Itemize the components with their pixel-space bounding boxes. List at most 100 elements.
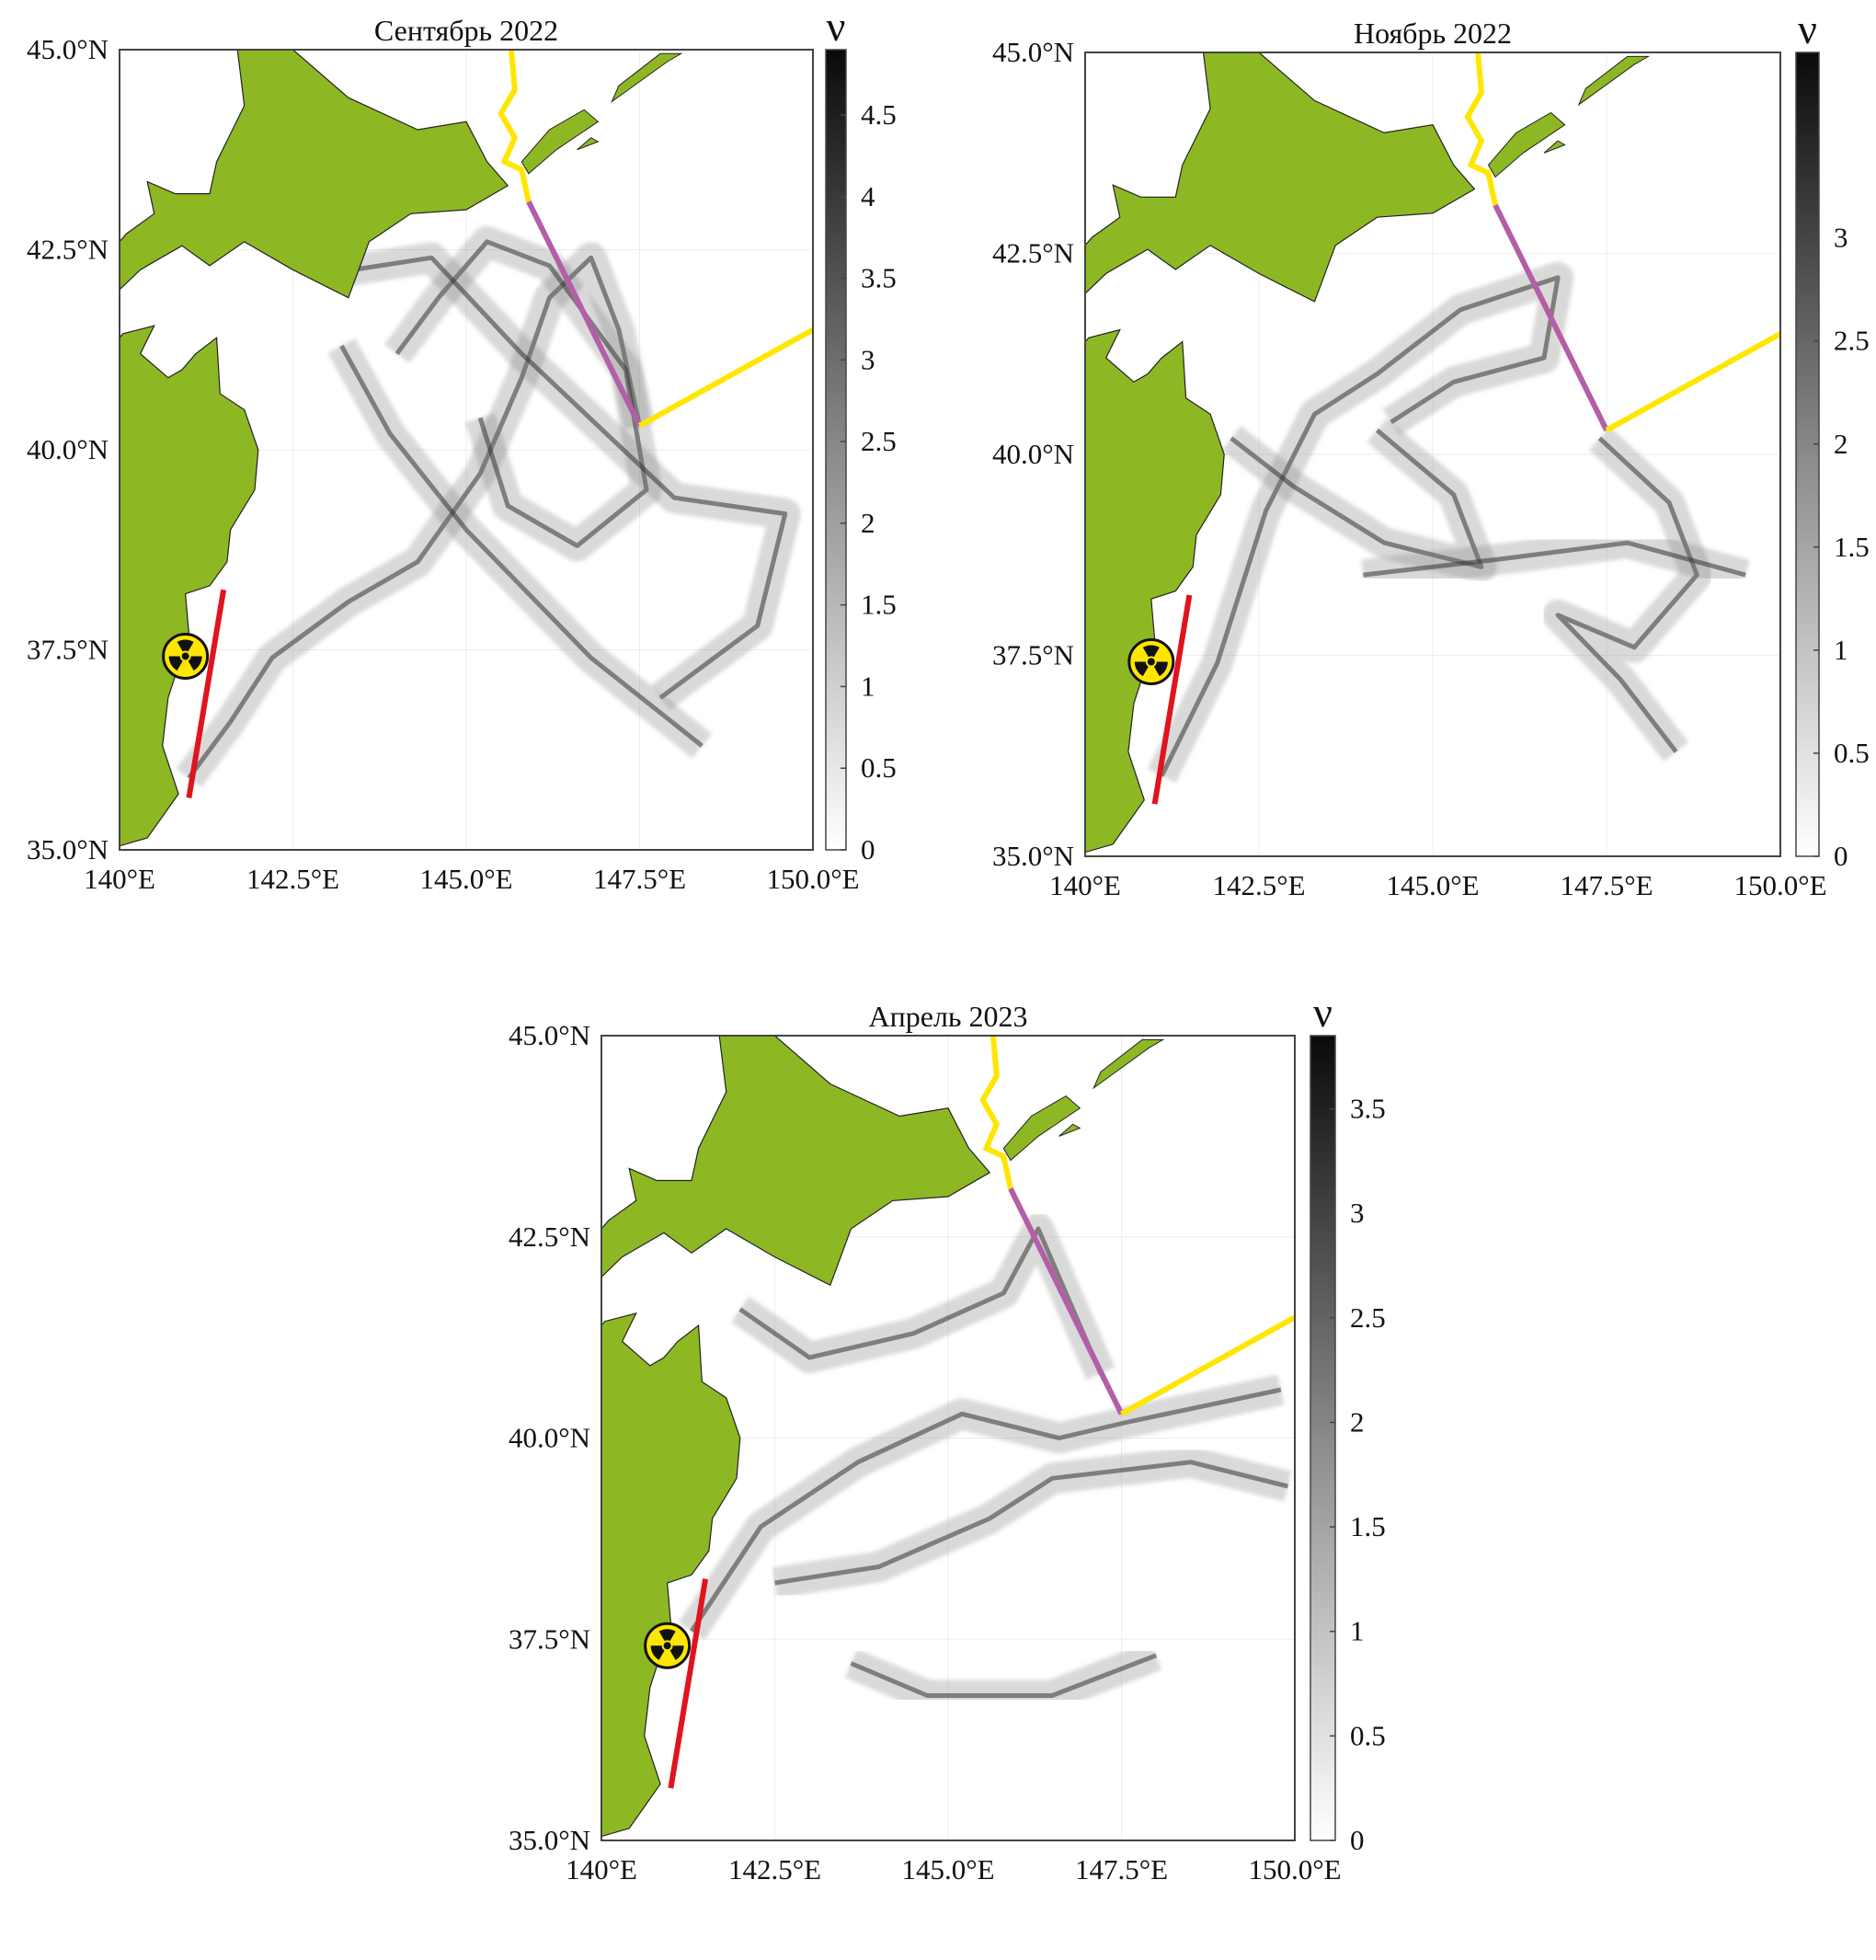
colorbar-tick-label: 1 bbox=[861, 670, 875, 702]
colorbar-tick-label: 2 bbox=[1350, 1405, 1365, 1438]
colorbar-tick-label: 3.5 bbox=[861, 262, 897, 294]
section-yellow-east bbox=[638, 327, 813, 429]
panel-title: Апрель 2023 bbox=[869, 1000, 1028, 1033]
y-tick-label: 40.0°N bbox=[27, 433, 109, 465]
x-tick-label: 150.0°E bbox=[1248, 1853, 1341, 1885]
section-yellow-north bbox=[979, 1036, 1013, 1189]
section-yellow-east bbox=[1120, 1314, 1295, 1416]
colorbar bbox=[825, 49, 847, 851]
colorbar-tick-label: 1.5 bbox=[861, 589, 897, 621]
land-honshu bbox=[120, 325, 259, 847]
colorbar-tick-label: 1.5 bbox=[1834, 531, 1870, 563]
colorbar bbox=[1310, 1035, 1336, 1841]
land-honshu bbox=[1085, 328, 1225, 854]
npp-trefoil bbox=[1142, 645, 1160, 658]
panel-title: Сентябрь 2022 bbox=[374, 14, 558, 47]
colorbar-tick-label: 0 bbox=[1350, 1824, 1365, 1856]
npp-trefoil bbox=[188, 656, 202, 671]
y-tick-label: 45.0°N bbox=[992, 36, 1074, 68]
colorbar bbox=[1795, 52, 1820, 857]
tracer-core bbox=[1159, 275, 1561, 777]
x-tick-label: 147.5°E bbox=[1075, 1853, 1168, 1885]
colorbar-tick-label: 0.5 bbox=[1350, 1719, 1386, 1751]
y-tick-label: 42.5°N bbox=[509, 1221, 590, 1253]
land-island bbox=[1543, 140, 1566, 154]
map-content bbox=[120, 50, 813, 850]
land-island bbox=[577, 137, 600, 151]
land-hokkaido bbox=[601, 1036, 991, 1287]
x-tick-label: 150.0°E bbox=[1733, 869, 1826, 901]
map-panel: Апрель 2023 140°E 142.5°E 145.0°E 147.5°E 150… bbox=[509, 989, 1386, 1885]
npp-trefoil bbox=[658, 1629, 676, 1642]
npp-trefoil bbox=[168, 656, 183, 671]
colorbar-label: ν bbox=[1313, 989, 1333, 1036]
y-tick-label: 35.0°N bbox=[992, 840, 1074, 872]
tracer-core bbox=[187, 255, 642, 780]
colorbar-tick-label: 0.5 bbox=[1834, 737, 1870, 769]
map-content bbox=[1085, 52, 1780, 856]
section-purple bbox=[1008, 1186, 1125, 1416]
x-tick-label: 140°E bbox=[566, 1853, 637, 1885]
colorbar-tick-label: 4 bbox=[861, 180, 875, 212]
colorbar-tick-label: 2 bbox=[861, 507, 875, 539]
colorbar-tick-label: 1.5 bbox=[1350, 1510, 1386, 1542]
npp-center bbox=[181, 652, 189, 660]
x-tick-label: 147.5°E bbox=[593, 863, 686, 895]
x-tick-label: 142.5°E bbox=[246, 863, 339, 895]
npp-trefoil bbox=[177, 639, 194, 652]
section-purple bbox=[526, 200, 643, 428]
colorbar-tick-label: 0 bbox=[861, 833, 875, 865]
x-tick-label: 147.5°E bbox=[1560, 869, 1653, 901]
x-tick-label: 145.0°E bbox=[901, 1853, 994, 1885]
land-honshu bbox=[601, 1312, 741, 1838]
y-tick-label: 42.5°N bbox=[27, 234, 109, 266]
x-tick-label: 140°E bbox=[84, 863, 155, 895]
y-tick-label: 45.0°N bbox=[27, 33, 109, 65]
land-island bbox=[611, 52, 683, 103]
tracer-core bbox=[1363, 540, 1746, 578]
x-tick-label: 142.5°E bbox=[1212, 869, 1305, 901]
map-frame bbox=[1084, 52, 1781, 857]
npp-trefoil bbox=[650, 1645, 665, 1660]
colorbar-tick-label: 1 bbox=[1350, 1615, 1365, 1647]
colorbar-tick-label: 2 bbox=[1834, 428, 1848, 460]
colorbar-tick-label: 3.5 bbox=[1350, 1093, 1386, 1125]
colorbar-tick-label: 2.5 bbox=[1350, 1301, 1386, 1334]
tracer-core bbox=[738, 1226, 1104, 1375]
colorbar-tick-label: 2.5 bbox=[861, 425, 897, 457]
colorbar-tick-label: 1 bbox=[1834, 634, 1848, 666]
land-island bbox=[1058, 1123, 1081, 1137]
y-tick-label: 42.5°N bbox=[992, 237, 1074, 269]
map-frame bbox=[601, 1035, 1296, 1841]
x-tick-label: 142.5°E bbox=[728, 1853, 821, 1885]
section-yellow-north bbox=[1464, 52, 1498, 206]
npp-trefoil bbox=[1134, 661, 1149, 677]
map-panel: Сентябрь 2022 140°E 142.5°E 145.0°E 147.5°E 1… bbox=[27, 3, 897, 895]
section-red bbox=[668, 1578, 709, 1789]
y-tick-label: 40.0°N bbox=[992, 438, 1074, 470]
colorbar-tick-label: 2.5 bbox=[1834, 325, 1870, 357]
land-island bbox=[520, 109, 600, 175]
land-hokkaido bbox=[1085, 52, 1476, 303]
npp-center bbox=[1147, 658, 1155, 666]
section-red bbox=[186, 589, 227, 798]
y-tick-label: 37.5°N bbox=[27, 634, 109, 666]
colorbar-tick-label: 3 bbox=[1350, 1197, 1365, 1229]
tracer-core bbox=[850, 1653, 1158, 1698]
land-island bbox=[1092, 1038, 1165, 1090]
colorbar-tick-label: 0 bbox=[1834, 840, 1848, 872]
section-yellow-north bbox=[498, 50, 532, 202]
npp-center bbox=[663, 1642, 671, 1650]
section-purple bbox=[1493, 203, 1609, 432]
y-tick-label: 35.0°N bbox=[509, 1824, 590, 1856]
tracer-core bbox=[339, 344, 704, 748]
x-tick-label: 145.0°E bbox=[1386, 869, 1479, 901]
y-tick-label: 40.0°N bbox=[509, 1422, 590, 1454]
npp-trefoil bbox=[1153, 661, 1168, 677]
tracer-core bbox=[326, 255, 788, 700]
y-tick-label: 37.5°N bbox=[509, 1622, 590, 1655]
x-tick-label: 145.0°E bbox=[419, 863, 512, 895]
tracer-core bbox=[774, 1460, 1289, 1586]
y-tick-label: 37.5°N bbox=[992, 639, 1074, 671]
